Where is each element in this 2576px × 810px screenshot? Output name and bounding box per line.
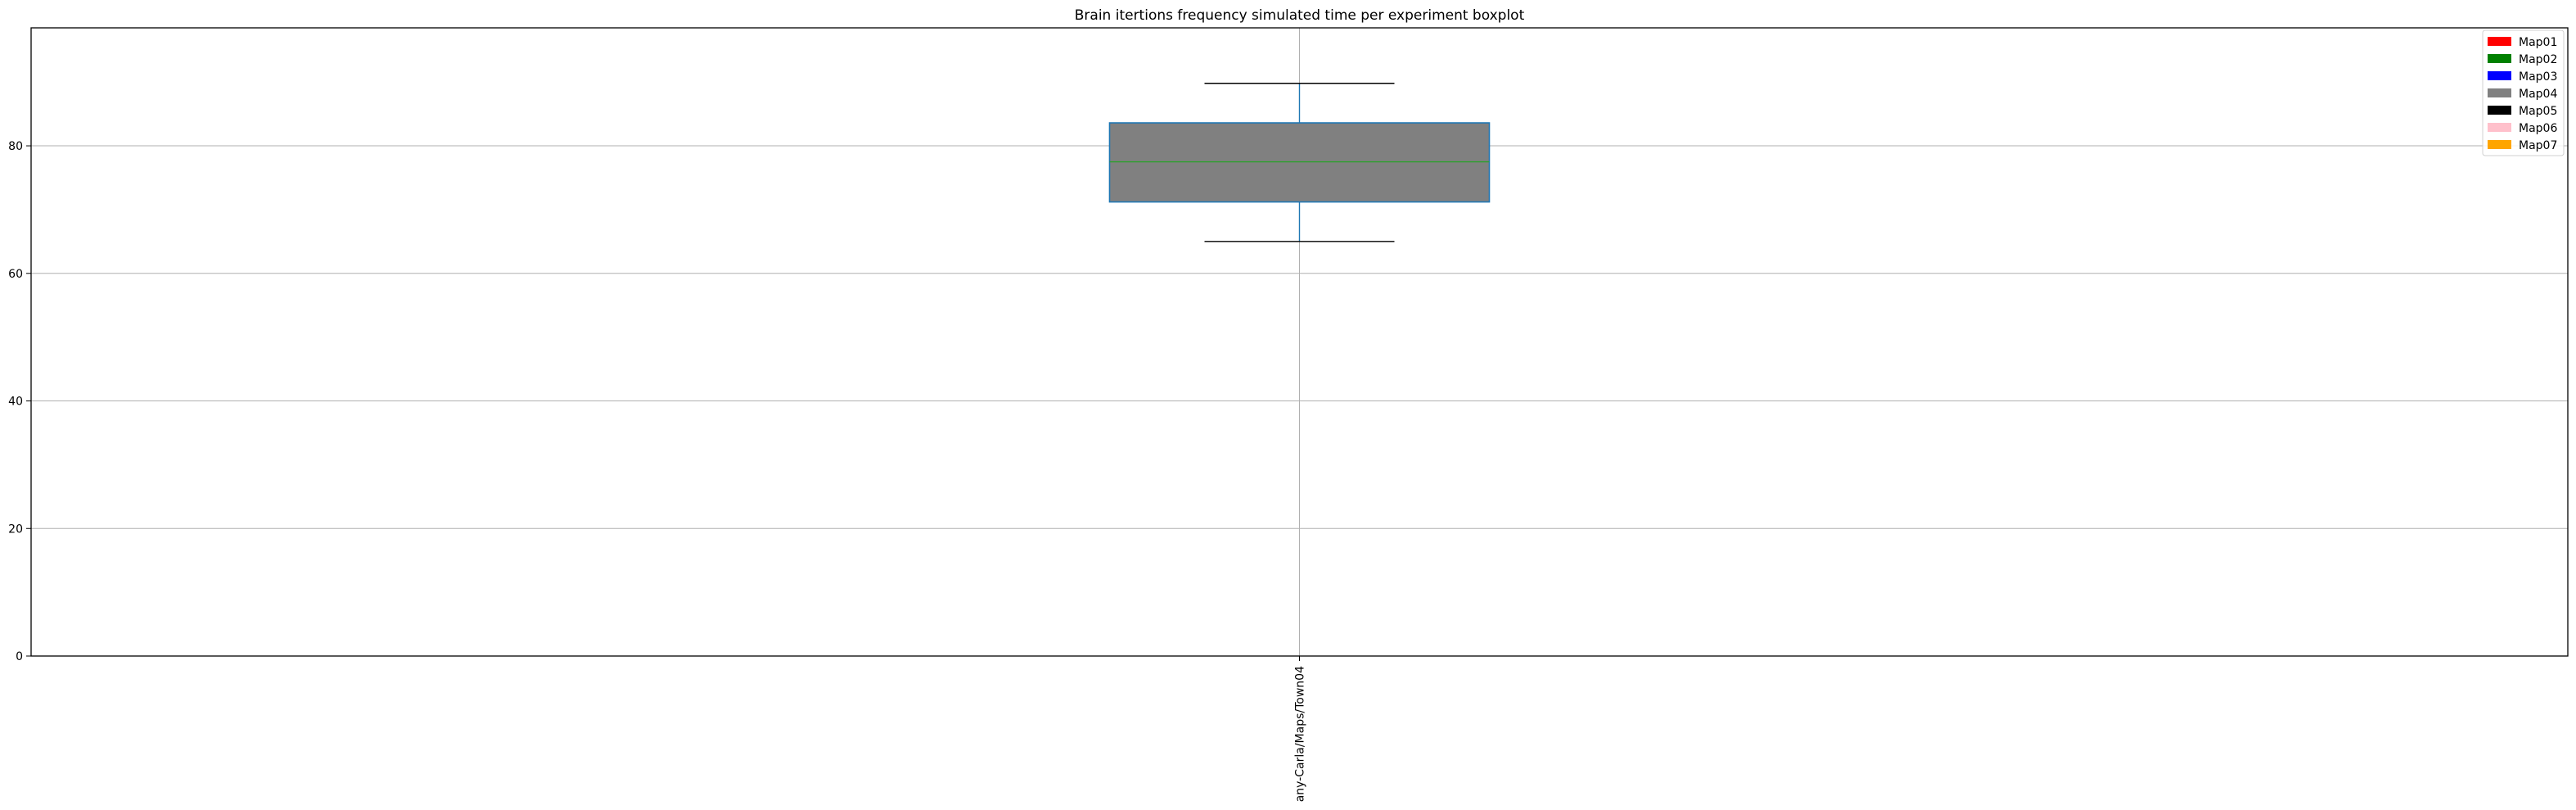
y-tick-label: 60 (8, 268, 23, 281)
legend: Map01 Map02 Map03 Map04 Map05 Map06 Map07 (2482, 29, 2565, 156)
legend-swatch (2488, 123, 2511, 132)
y-tick-label: 40 (8, 396, 23, 409)
legend-swatch (2488, 106, 2511, 115)
chart-title: Brain itertions frequency simulated time… (1075, 7, 1525, 24)
box-layer (1108, 83, 1491, 242)
legend-swatch (2488, 88, 2511, 97)
legend-label: Map01 (2519, 36, 2557, 49)
legend-swatch (2488, 37, 2511, 46)
x-tick-label: any-Carla/Maps/Town04 (1294, 666, 1307, 802)
legend-label: Map06 (2519, 122, 2557, 135)
legend-label: Map05 (2519, 105, 2557, 118)
legend-swatch (2488, 54, 2511, 63)
y-tick-label: 20 (8, 523, 23, 536)
legend-swatch (2488, 71, 2511, 80)
legend-swatch (2488, 140, 2511, 149)
y-tick-label: 80 (8, 140, 23, 153)
legend-label: Map03 (2519, 70, 2557, 84)
box-iqr (1108, 122, 1491, 203)
legend-label: Map07 (2519, 139, 2557, 152)
axis-layer: 0 20 40 60 80 any-Carla/Maps/Town04 (8, 140, 1306, 802)
y-tick-label: 0 (16, 650, 23, 663)
legend-label: Map02 (2519, 53, 2557, 66)
legend-label: Map04 (2519, 88, 2557, 101)
